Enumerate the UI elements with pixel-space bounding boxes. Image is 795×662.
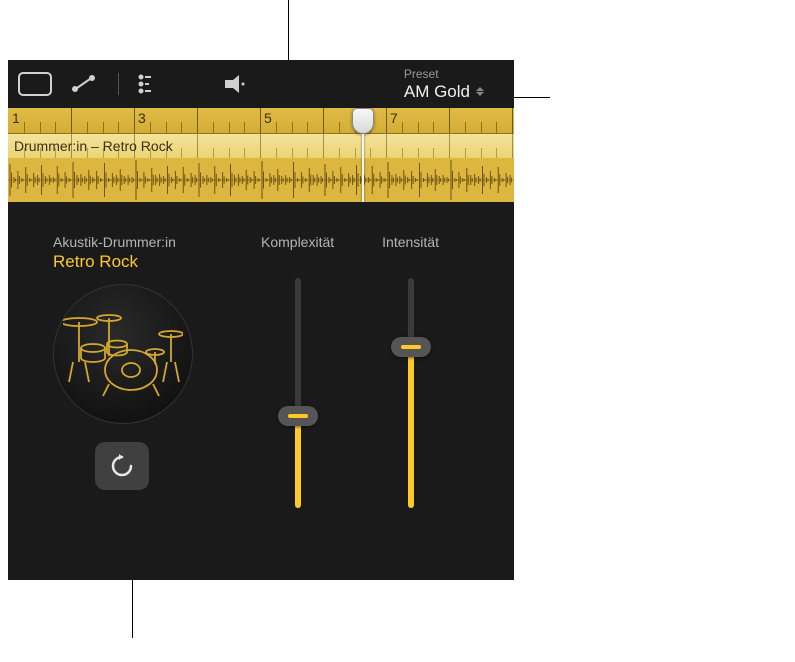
- clip-region: Drummer:in – Retro Rock: [8, 134, 514, 202]
- complexity-slider[interactable]: [278, 278, 318, 508]
- intensity-slider-thumb[interactable]: [391, 337, 431, 357]
- ruler-number: 7: [386, 110, 398, 126]
- clip-header: Drummer:in – Retro Rock: [8, 134, 514, 158]
- preset-selector: Preset AM Gold: [404, 67, 504, 102]
- regenerate-button[interactable]: [95, 442, 149, 490]
- ruler-number: 5: [260, 110, 272, 126]
- ruler-number: 3: [134, 110, 146, 126]
- drummer-clip[interactable]: Drummer:in – Retro Rock: [8, 134, 514, 202]
- drummer-style-label: Retro Rock: [53, 252, 138, 272]
- preview-button[interactable]: [223, 70, 245, 98]
- preset-value: AM Gold: [404, 82, 470, 102]
- callout-line-bottom: [132, 578, 133, 638]
- catch-playhead-button[interactable]: [137, 70, 155, 98]
- toolbar: Preset AM Gold: [8, 60, 514, 108]
- intensity-label: Intensität: [382, 234, 439, 250]
- dropdown-chevrons-icon: [476, 87, 484, 96]
- preset-dropdown[interactable]: AM Gold: [404, 82, 484, 102]
- drum-kit-selector[interactable]: [53, 284, 193, 424]
- automation-button[interactable]: [70, 70, 100, 98]
- drummer-column: Akustik-Drummer:in Retro Rock: [53, 234, 213, 508]
- drum-kit-icon: [63, 304, 183, 404]
- timeline-ruler[interactable]: 1 3 5 7: [8, 108, 514, 134]
- refresh-icon: [109, 453, 135, 479]
- intensity-slider[interactable]: [391, 278, 431, 508]
- preset-field-label: Preset: [404, 67, 484, 81]
- intensity-column: Intensität: [382, 234, 439, 508]
- complexity-label: Komplexität: [261, 234, 334, 250]
- region-view-button[interactable]: [18, 70, 52, 98]
- callout-line-top: [288, 0, 289, 60]
- toolbar-divider: [118, 73, 119, 95]
- editor-body: Akustik-Drummer:in Retro Rock: [8, 202, 514, 528]
- clip-waveform: [8, 158, 514, 202]
- clip-title: Drummer:in – Retro Rock: [14, 138, 173, 154]
- ruler-number: 1: [8, 110, 20, 126]
- drummer-editor-window: Preset AM Gold 1 3 5 7 Drummer:in – Retro R…: [8, 60, 514, 580]
- drummer-type-label: Akustik-Drummer:in: [53, 234, 176, 250]
- complexity-slider-thumb[interactable]: [278, 406, 318, 426]
- complexity-column: Komplexität: [261, 234, 334, 508]
